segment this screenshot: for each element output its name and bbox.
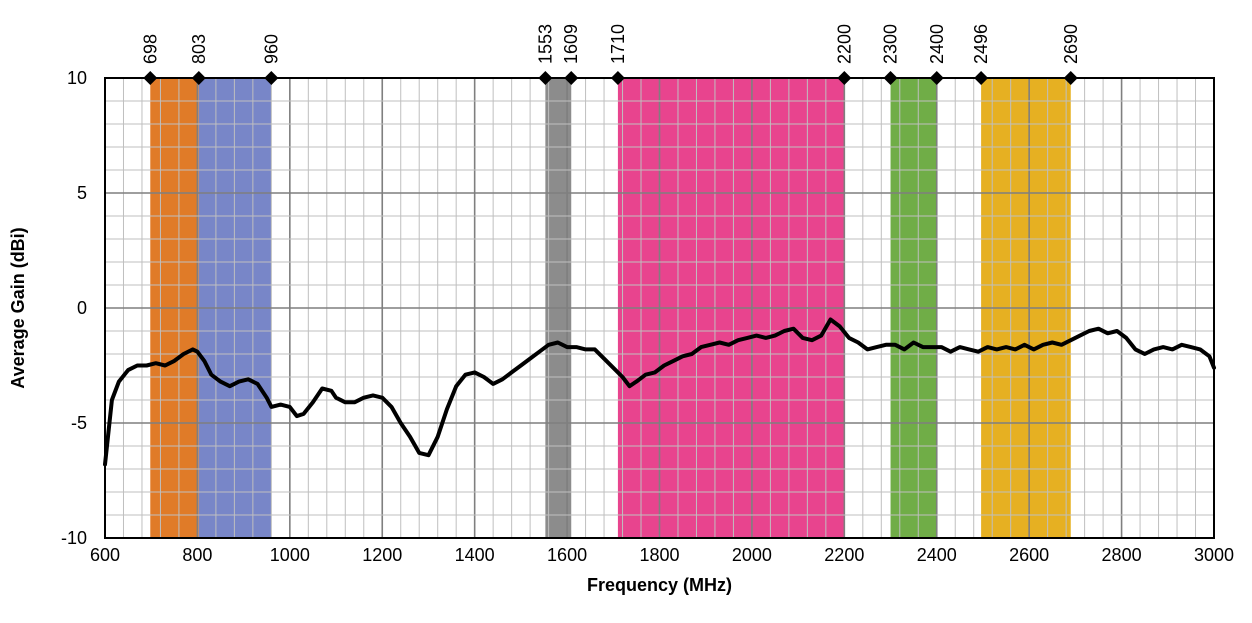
y-axis-title: Average Gain (dBi) <box>8 227 28 388</box>
y-tick-labels: -10 -5 0 5 10 <box>61 68 87 548</box>
band-marker-label-960: 960 <box>261 34 281 64</box>
band-marker-label-803: 803 <box>189 34 209 64</box>
band-marker-1609 <box>564 71 579 85</box>
band-marker-2200 <box>837 71 852 85</box>
band-marker-1553 <box>538 71 553 85</box>
band-marker-label-1609: 1609 <box>561 24 581 64</box>
band-marker-label-2200: 2200 <box>834 24 854 64</box>
y-tick-label: 5 <box>77 183 87 203</box>
band-marker-2300 <box>883 71 898 85</box>
band-marker-1710 <box>610 71 625 85</box>
x-tick-label: 600 <box>90 545 120 565</box>
x-tick-label: 2600 <box>1009 545 1049 565</box>
x-tick-label: 1600 <box>547 545 587 565</box>
band-marker-label-2690: 2690 <box>1061 24 1081 64</box>
band-marker-2496 <box>974 71 989 85</box>
band-marker-2400 <box>929 71 944 85</box>
y-tick-label: 0 <box>77 298 87 318</box>
x-tick-label: 2400 <box>917 545 957 565</box>
x-axis-title: Frequency (MHz) <box>587 575 732 595</box>
band-markers: 698 803 960 1553 1609 1710 2200 2300 2400 2496 269… <box>140 24 1081 85</box>
x-tick-label: 2800 <box>1102 545 1142 565</box>
plot-area-border <box>104 77 1215 539</box>
x-tick-label: 3000 <box>1194 545 1234 565</box>
series-layer <box>103 317 1216 467</box>
band-marker-960 <box>264 71 279 85</box>
y-tick-label: -5 <box>71 413 87 433</box>
x-tick-label: 2200 <box>824 545 864 565</box>
band-marker-label-2300: 2300 <box>881 24 901 64</box>
x-tick-label: 1000 <box>270 545 310 565</box>
band-marker-label-1710: 1710 <box>608 24 628 64</box>
x-tick-label: 1400 <box>455 545 495 565</box>
x-tick-labels: 600 800 1000 1200 1400 1600 1800 2000 2200 2400 26… <box>90 545 1234 565</box>
grid-lines <box>105 78 1214 538</box>
band-marker-label-698: 698 <box>140 34 160 64</box>
x-tick-label: 800 <box>182 545 212 565</box>
band-marker-label-1553: 1553 <box>535 24 555 64</box>
series-line-0 <box>103 317 1216 467</box>
y-tick-label: -10 <box>61 528 87 548</box>
band-marker-698 <box>143 71 158 85</box>
x-tick-label: 2000 <box>732 545 772 565</box>
band-marker-803 <box>191 71 206 85</box>
x-tick-label: 1200 <box>362 545 402 565</box>
band-marker-label-2400: 2400 <box>927 24 947 64</box>
y-tick-label: 10 <box>67 68 87 88</box>
band-marker-label-2496: 2496 <box>971 24 991 64</box>
x-tick-label: 1800 <box>639 545 679 565</box>
band-marker-2690 <box>1063 71 1078 85</box>
